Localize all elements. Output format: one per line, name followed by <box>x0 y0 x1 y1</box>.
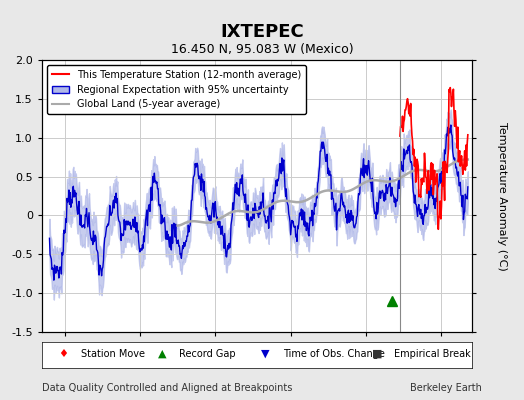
Text: 16.450 N, 95.083 W (Mexico): 16.450 N, 95.083 W (Mexico) <box>171 44 353 56</box>
Text: IXTEPEC: IXTEPEC <box>220 23 304 41</box>
Text: ■: ■ <box>372 349 383 359</box>
Text: Empirical Break: Empirical Break <box>394 349 471 359</box>
Text: Record Gap: Record Gap <box>179 349 236 359</box>
Text: Time of Obs. Change: Time of Obs. Change <box>282 349 385 359</box>
Y-axis label: Temperature Anomaly (°C): Temperature Anomaly (°C) <box>497 122 507 270</box>
Text: ▲: ▲ <box>158 349 167 359</box>
Text: ▼: ▼ <box>261 349 270 359</box>
Text: Berkeley Earth: Berkeley Earth <box>410 383 482 393</box>
Legend: This Temperature Station (12-month average), Regional Expectation with 95% uncer: This Temperature Station (12-month avera… <box>47 65 306 114</box>
Text: Station Move: Station Move <box>81 349 145 359</box>
Text: ♦: ♦ <box>58 349 69 359</box>
Text: Data Quality Controlled and Aligned at Breakpoints: Data Quality Controlled and Aligned at B… <box>42 383 292 393</box>
